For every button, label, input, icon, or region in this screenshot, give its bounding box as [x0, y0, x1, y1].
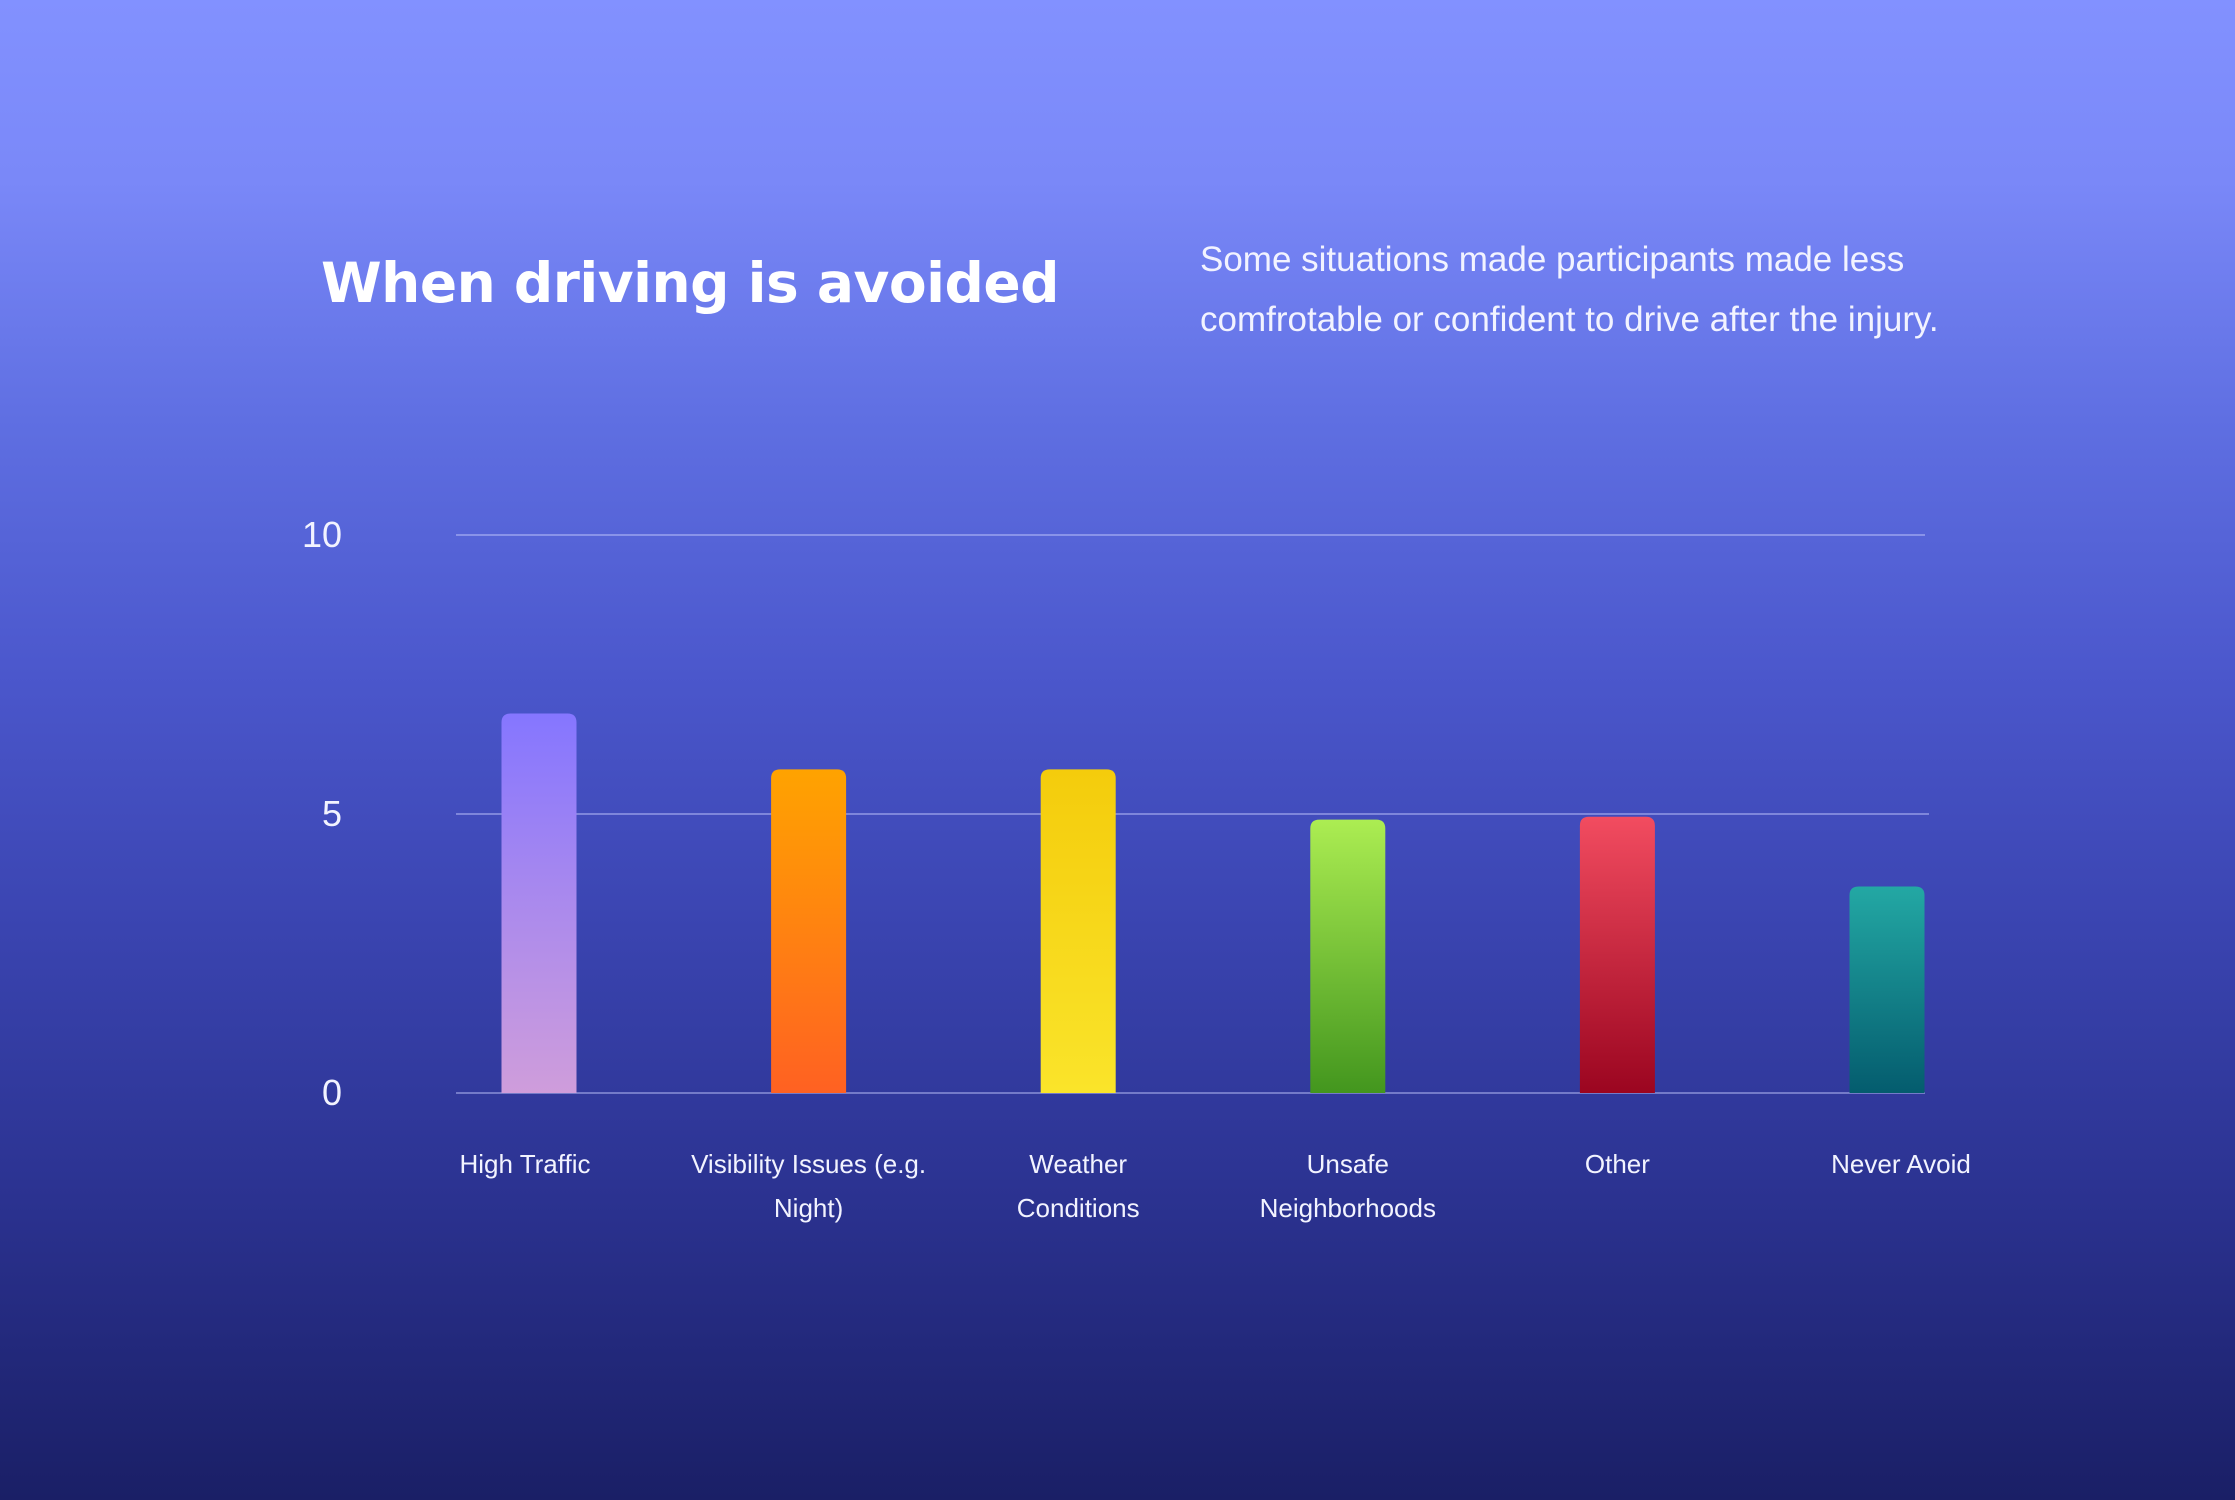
bar-4 [1579, 816, 1655, 1093]
bar-0 [501, 713, 577, 1093]
x-category-label-4: Other [1585, 1149, 1650, 1179]
chart-subtitle: Some situations made participants made l… [1200, 240, 1939, 339]
y-tick-label-5: 5 [322, 793, 342, 834]
y-tick-label-0: 0 [322, 1072, 342, 1113]
x-category-label-3: Unsafe Neighborhoods [1260, 1149, 1436, 1223]
bar-1 [771, 769, 847, 1093]
bar-layer [501, 713, 1925, 1093]
chart-title: When driving is avoided [321, 251, 1060, 315]
bar-2 [1040, 769, 1116, 1093]
x-category-label-1: Visibility Issues (e.g. Night) [691, 1149, 926, 1223]
y-tick-label-10: 10 [302, 514, 342, 555]
bar-5 [1849, 886, 1925, 1093]
bar-3 [1310, 819, 1386, 1093]
grid-layer [456, 534, 1929, 1094]
x-category-label-2: Weather Conditions [1017, 1149, 1140, 1223]
x-category-label-0: High Traffic [459, 1149, 590, 1179]
x-category-label-5: Never Avoid [1831, 1149, 1971, 1179]
label-layer: 0 5 10 High Traffic Visibility Issues (e.g. N… [302, 514, 1971, 1223]
